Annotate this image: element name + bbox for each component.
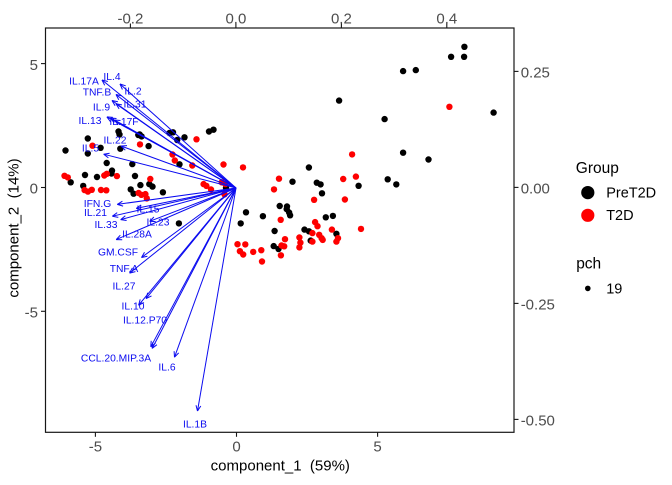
svg-text:IL.22: IL.22 — [104, 136, 127, 147]
svg-text:0.00: 0.00 — [521, 181, 550, 198]
svg-text:0.2: 0.2 — [331, 10, 352, 27]
svg-text:component_1 (59%): component_1 (59%) — [211, 457, 350, 474]
svg-text:IL.17A: IL.17A — [69, 77, 99, 88]
svg-text:5: 5 — [30, 57, 38, 74]
svg-text:0: 0 — [232, 438, 240, 455]
svg-text:IL.10: IL.10 — [122, 302, 145, 313]
svg-text:5: 5 — [373, 438, 381, 455]
svg-text:IL.9: IL.9 — [93, 103, 110, 114]
svg-text:IL.2: IL.2 — [124, 87, 141, 98]
svg-text:T2D: T2D — [606, 208, 633, 224]
svg-text:IL.27: IL.27 — [113, 282, 136, 293]
svg-text:0: 0 — [30, 181, 38, 198]
svg-text:-5: -5 — [25, 305, 38, 322]
svg-text:0.4: 0.4 — [436, 10, 457, 27]
svg-text:Group: Group — [576, 160, 619, 177]
svg-text:IL.12.P70: IL.12.P70 — [123, 316, 167, 327]
svg-text:TNF.B: TNF.B — [83, 88, 112, 99]
svg-text:IL.23: IL.23 — [147, 218, 170, 229]
svg-text:IL.6: IL.6 — [158, 363, 175, 374]
svg-text:-5: -5 — [89, 438, 102, 455]
svg-text:-0.25: -0.25 — [521, 297, 555, 314]
svg-text:IL.1B: IL.1B — [183, 420, 207, 431]
svg-text:IL.15: IL.15 — [137, 205, 160, 216]
svg-text:IL.31: IL.31 — [124, 100, 147, 111]
svg-text:0.0: 0.0 — [225, 10, 246, 27]
svg-text:TNF.A: TNF.A — [110, 264, 139, 275]
svg-text:GM.CSF: GM.CSF — [98, 248, 138, 259]
svg-text:CCL.20.MIP.3A: CCL.20.MIP.3A — [81, 354, 151, 365]
svg-text:IL.17F: IL.17F — [109, 117, 138, 128]
svg-text:-0.2: -0.2 — [117, 10, 143, 27]
svg-text:-0.50: -0.50 — [521, 413, 555, 430]
svg-text:IL.4: IL.4 — [103, 72, 120, 83]
svg-text:IL.5: IL.5 — [82, 144, 99, 155]
svg-text:IL.21: IL.21 — [84, 208, 107, 219]
svg-text:19: 19 — [606, 281, 622, 297]
svg-text:0.25: 0.25 — [521, 65, 550, 82]
svg-text:IL.33: IL.33 — [95, 220, 118, 231]
svg-text:pch: pch — [576, 256, 601, 273]
svg-text:PreT2D: PreT2D — [606, 186, 656, 202]
svg-text:component_2 (14%): component_2 (14%) — [6, 158, 23, 297]
svg-text:IL.28A: IL.28A — [122, 230, 152, 241]
svg-text:IL.13: IL.13 — [79, 116, 102, 127]
